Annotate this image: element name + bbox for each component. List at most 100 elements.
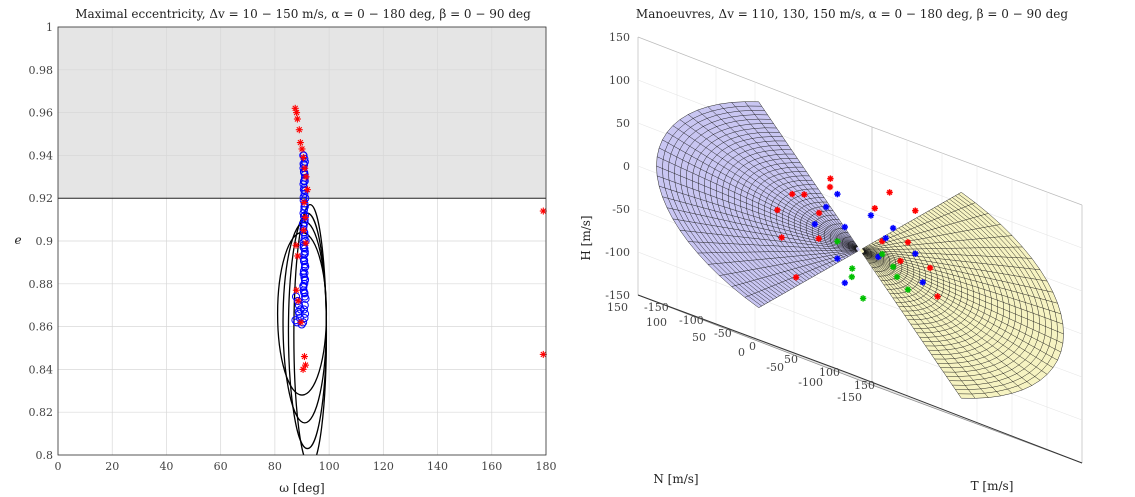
right-surface <box>860 192 1064 399</box>
mesh-line <box>904 224 951 316</box>
mesh-line <box>865 246 873 259</box>
manoeuvre-marker <box>912 207 919 214</box>
mesh-line <box>666 132 857 248</box>
mesh-line <box>781 193 822 273</box>
manoeuvre-marker <box>875 253 882 261</box>
manoeuvre-marker <box>849 265 856 272</box>
mesh-line <box>862 252 1013 394</box>
mesh-line <box>704 136 783 295</box>
mesh-line <box>863 252 1023 391</box>
mesh-line <box>662 196 857 250</box>
z-axis-label: H [m/s] <box>579 215 593 260</box>
manoeuvre-marker <box>886 189 893 196</box>
data-point-asterisk <box>294 252 302 260</box>
mesh-line <box>698 131 780 296</box>
mesh-line <box>913 219 969 329</box>
mesh-line <box>672 125 857 248</box>
mesh-line <box>861 252 962 399</box>
manoeuvre-marker <box>859 295 867 302</box>
mesh-line <box>919 215 980 338</box>
z-tick-label: 0 <box>623 160 630 173</box>
manoeuvre-marker <box>871 205 878 212</box>
left-y-label: e <box>14 233 21 247</box>
n-tick-label: 50 <box>692 331 706 344</box>
n-tick-label: -100 <box>798 376 823 389</box>
mesh-line <box>863 251 1062 353</box>
mesh-line <box>916 217 974 334</box>
x-tick-label: 60 <box>214 460 228 473</box>
mesh-line <box>955 195 1052 390</box>
t-tick-label: 0 <box>749 340 756 353</box>
data-point-asterisk <box>300 198 308 206</box>
z-ticks: 150 100 50 0 -50 -100 -150 <box>605 31 630 302</box>
data-point-asterisk <box>293 115 301 123</box>
mesh-line <box>895 229 933 303</box>
mesh-line <box>758 250 859 308</box>
y-tick-label: 1 <box>46 21 53 34</box>
mesh-line <box>910 220 963 325</box>
data-point-asterisk <box>293 109 301 117</box>
mesh-line <box>734 158 798 286</box>
mesh-line <box>940 204 1022 369</box>
mesh-line <box>943 202 1028 373</box>
manoeuvre-marker <box>904 286 912 293</box>
t-tick-label: 100 <box>819 366 840 379</box>
mesh-line <box>656 101 759 308</box>
mesh-line <box>931 209 1004 355</box>
manoeuvre-marker <box>822 203 830 211</box>
mesh-line <box>680 118 771 302</box>
y-tick-label: 0.82 <box>29 406 54 419</box>
manoeuvre-marker <box>778 234 785 241</box>
data-point-asterisk <box>300 226 308 234</box>
t-tick-label: -100 <box>679 314 704 327</box>
mesh-line <box>731 102 858 248</box>
data-point-circle <box>299 305 308 314</box>
mesh-line <box>707 106 858 248</box>
mesh-line <box>949 198 1040 382</box>
mesh-line <box>763 179 813 278</box>
mesh-line <box>659 185 857 249</box>
mesh-line <box>863 252 1048 375</box>
mesh-line <box>871 243 885 268</box>
manoeuvre-marker <box>897 257 904 265</box>
mesh-line <box>925 212 992 347</box>
mesh-line <box>679 229 857 250</box>
manoeuvre-marker <box>893 273 901 281</box>
mesh-line <box>775 188 819 274</box>
manoeuvre-marker <box>789 190 796 198</box>
mesh-line <box>861 192 962 250</box>
y-tick-label: 0.9 <box>36 235 54 248</box>
data-point-asterisk <box>301 213 309 221</box>
mesh-line <box>946 200 1034 377</box>
manoeuvre-marker <box>867 212 875 219</box>
mesh-line <box>751 171 807 281</box>
data-point-asterisk <box>302 173 310 181</box>
mesh-line <box>958 193 1058 395</box>
mesh-line <box>746 166 804 283</box>
x-tick-label: 80 <box>268 460 282 473</box>
mesh-line <box>823 223 843 261</box>
mesh-line <box>901 226 945 312</box>
manoeuvre-marker <box>934 293 941 300</box>
n-axis-line <box>637 294 849 374</box>
y-tick-label: 0.98 <box>29 64 54 77</box>
data-point-asterisk <box>299 365 307 373</box>
mesh-line <box>829 227 846 259</box>
y-tick-label: 0.96 <box>29 107 54 120</box>
manoeuvre-marker <box>889 224 897 232</box>
manoeuvre-marker <box>904 239 912 246</box>
manoeuvre-marker <box>811 221 818 228</box>
mesh-line <box>679 119 857 248</box>
z-tick-label: 100 <box>609 74 630 87</box>
mesh-line <box>863 250 1041 271</box>
mesh-line <box>937 205 1016 364</box>
surface-fill <box>656 101 860 308</box>
mesh-line <box>862 252 976 399</box>
x-tick-label: 140 <box>427 460 448 473</box>
mesh-line <box>863 252 1041 381</box>
mesh-line <box>722 149 792 290</box>
mesh-line <box>687 114 857 248</box>
data-point-circle <box>294 307 303 316</box>
mesh-line <box>662 139 857 248</box>
